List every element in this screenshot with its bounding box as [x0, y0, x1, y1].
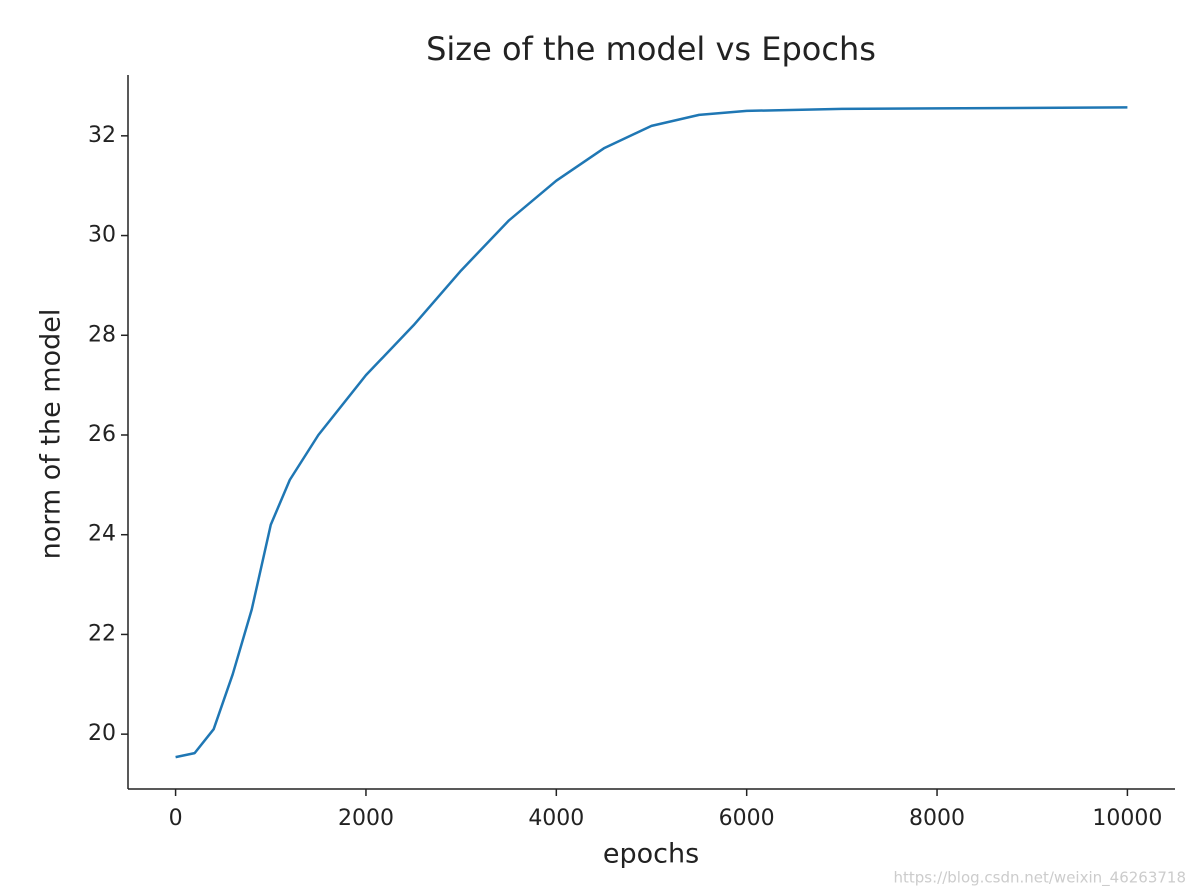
data-line [175, 106, 1128, 759]
y-tick-label: 26 [88, 422, 116, 447]
x-tick-label: 2000 [338, 806, 394, 831]
y-tick-label: 32 [88, 123, 116, 148]
y-tick-label: 28 [88, 322, 116, 347]
y-tick-label: 30 [88, 223, 116, 248]
x-tick-label: 8000 [909, 806, 965, 831]
x-tick-label: 10000 [1092, 806, 1162, 831]
x-tick-label: 0 [169, 806, 183, 831]
y-tick-label: 24 [88, 522, 116, 547]
watermark: https://blog.csdn.net/weixin_46263718 [893, 869, 1186, 888]
x-tick-label: 6000 [719, 806, 775, 831]
y-axis-label: norm of the model [36, 309, 67, 560]
y-tick-label: 20 [88, 721, 116, 746]
x-axis-label: epochs [603, 839, 699, 870]
y-tick-label: 22 [88, 621, 116, 646]
chart-title: Size of the model vs Epochs [426, 30, 876, 68]
x-tick-label: 4000 [528, 806, 584, 831]
